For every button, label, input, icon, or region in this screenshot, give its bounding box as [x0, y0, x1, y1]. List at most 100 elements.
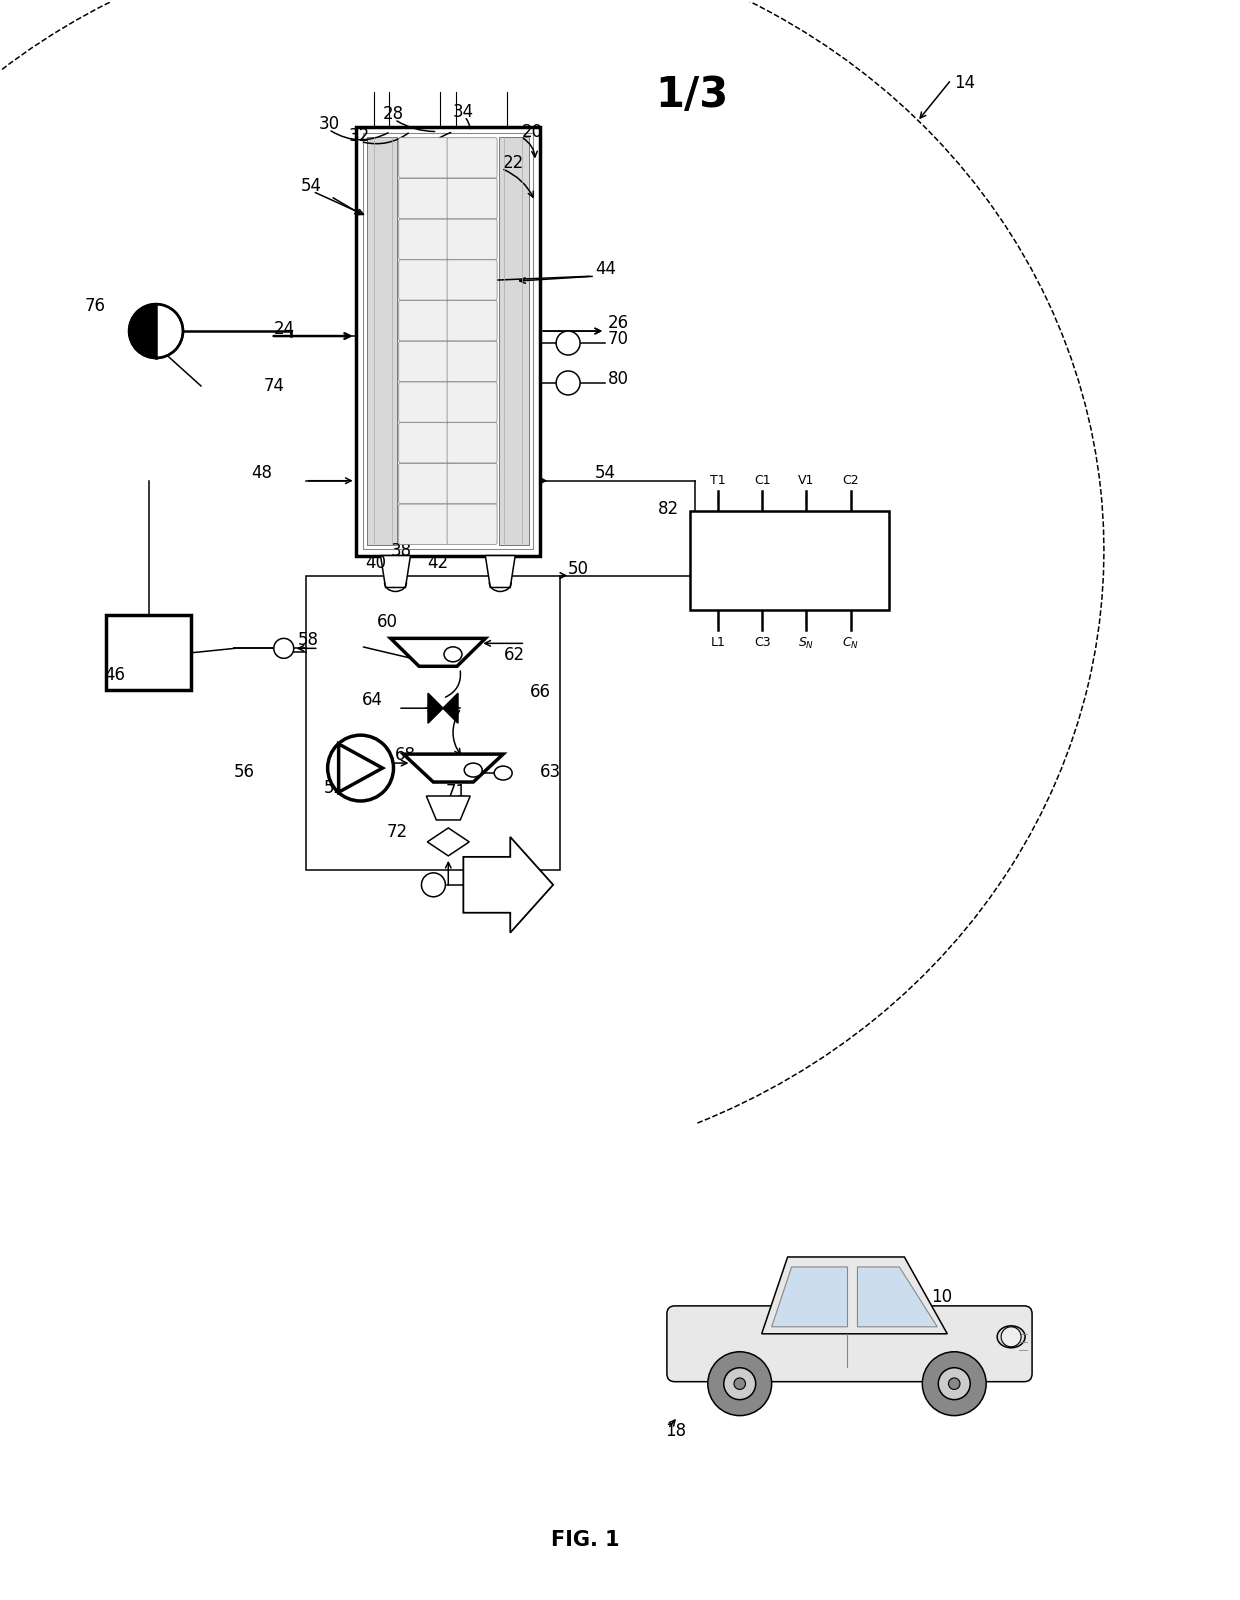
Text: 70: 70: [608, 330, 629, 349]
Text: FIG. 1: FIG. 1: [551, 1530, 620, 1550]
FancyBboxPatch shape: [399, 382, 449, 422]
Circle shape: [1001, 1326, 1021, 1347]
Text: 76: 76: [84, 298, 105, 315]
FancyBboxPatch shape: [448, 504, 497, 544]
Text: 63: 63: [539, 763, 560, 781]
FancyBboxPatch shape: [399, 504, 449, 544]
Text: 12: 12: [951, 1347, 972, 1366]
Text: 24: 24: [274, 320, 295, 338]
Text: 36: 36: [408, 138, 429, 155]
Ellipse shape: [495, 766, 512, 781]
FancyBboxPatch shape: [399, 259, 449, 301]
Polygon shape: [381, 555, 410, 587]
FancyBboxPatch shape: [399, 341, 449, 381]
Text: 32: 32: [348, 128, 370, 146]
Text: 48: 48: [250, 464, 272, 482]
Text: 14: 14: [955, 74, 976, 91]
Bar: [500, 138, 529, 544]
Text: C1: C1: [754, 474, 770, 486]
Circle shape: [274, 638, 294, 658]
Circle shape: [923, 1352, 986, 1416]
Text: 64: 64: [362, 691, 383, 709]
Polygon shape: [391, 638, 485, 666]
Polygon shape: [443, 693, 458, 723]
Text: $S_N$: $S_N$: [799, 637, 815, 651]
FancyBboxPatch shape: [399, 422, 449, 462]
Text: 16: 16: [955, 1312, 976, 1330]
Bar: [306, 576, 560, 870]
Text: T1: T1: [711, 474, 725, 486]
Polygon shape: [761, 1258, 947, 1334]
Ellipse shape: [444, 646, 463, 662]
Polygon shape: [485, 555, 516, 587]
Circle shape: [557, 331, 580, 355]
Text: L1: L1: [711, 637, 725, 650]
Polygon shape: [427, 797, 470, 819]
Circle shape: [939, 1368, 970, 1400]
Text: 68: 68: [394, 746, 415, 765]
Ellipse shape: [464, 763, 482, 778]
Text: 28: 28: [382, 104, 404, 123]
Text: 74: 74: [264, 378, 285, 395]
Text: 42: 42: [428, 554, 449, 571]
Bar: [356, 126, 541, 555]
Text: 34: 34: [453, 102, 474, 120]
Text: 62: 62: [505, 646, 526, 664]
Text: 38: 38: [391, 541, 412, 560]
Text: 66: 66: [529, 683, 551, 701]
FancyBboxPatch shape: [448, 138, 497, 178]
Text: 50: 50: [568, 560, 589, 578]
FancyBboxPatch shape: [448, 422, 497, 462]
FancyBboxPatch shape: [448, 178, 497, 219]
FancyBboxPatch shape: [399, 138, 449, 178]
Bar: [107, 616, 191, 690]
Text: 46: 46: [104, 666, 125, 685]
Text: C3: C3: [754, 637, 770, 650]
Bar: [362, 133, 533, 549]
Circle shape: [129, 304, 184, 358]
FancyBboxPatch shape: [399, 301, 449, 341]
Circle shape: [708, 1352, 771, 1416]
Polygon shape: [428, 693, 443, 723]
FancyBboxPatch shape: [399, 219, 449, 259]
Text: 78: 78: [500, 869, 521, 886]
Text: 71: 71: [445, 782, 466, 802]
Text: 30: 30: [319, 115, 340, 133]
Text: 80: 80: [608, 370, 629, 387]
Text: 72: 72: [387, 822, 408, 842]
Circle shape: [949, 1378, 960, 1389]
Text: V1: V1: [799, 474, 815, 486]
Polygon shape: [464, 837, 553, 933]
Bar: [689, 510, 889, 611]
Text: 18: 18: [665, 1421, 686, 1440]
Text: 52: 52: [324, 779, 345, 797]
Text: 60: 60: [377, 613, 398, 632]
Text: 54: 54: [595, 464, 616, 482]
FancyBboxPatch shape: [448, 382, 497, 422]
FancyBboxPatch shape: [448, 301, 497, 341]
FancyBboxPatch shape: [399, 464, 449, 504]
Circle shape: [724, 1368, 755, 1400]
Circle shape: [557, 371, 580, 395]
Text: 1/3: 1/3: [655, 74, 728, 115]
FancyBboxPatch shape: [399, 178, 449, 219]
Text: 82: 82: [658, 499, 680, 518]
Text: 26: 26: [608, 314, 629, 333]
Text: 58: 58: [298, 632, 319, 650]
Text: 10: 10: [931, 1288, 952, 1306]
Text: $C_N$: $C_N$: [842, 637, 859, 651]
FancyBboxPatch shape: [448, 219, 497, 259]
FancyBboxPatch shape: [667, 1306, 1032, 1382]
Text: 54: 54: [301, 178, 321, 195]
FancyBboxPatch shape: [448, 464, 497, 504]
Polygon shape: [771, 1267, 847, 1326]
Text: C2: C2: [842, 474, 859, 486]
Circle shape: [422, 874, 445, 896]
Circle shape: [734, 1378, 745, 1389]
Polygon shape: [339, 744, 382, 792]
FancyBboxPatch shape: [448, 259, 497, 301]
Text: 44: 44: [595, 261, 616, 278]
Bar: [367, 138, 397, 544]
Circle shape: [327, 734, 393, 802]
Polygon shape: [129, 304, 156, 358]
